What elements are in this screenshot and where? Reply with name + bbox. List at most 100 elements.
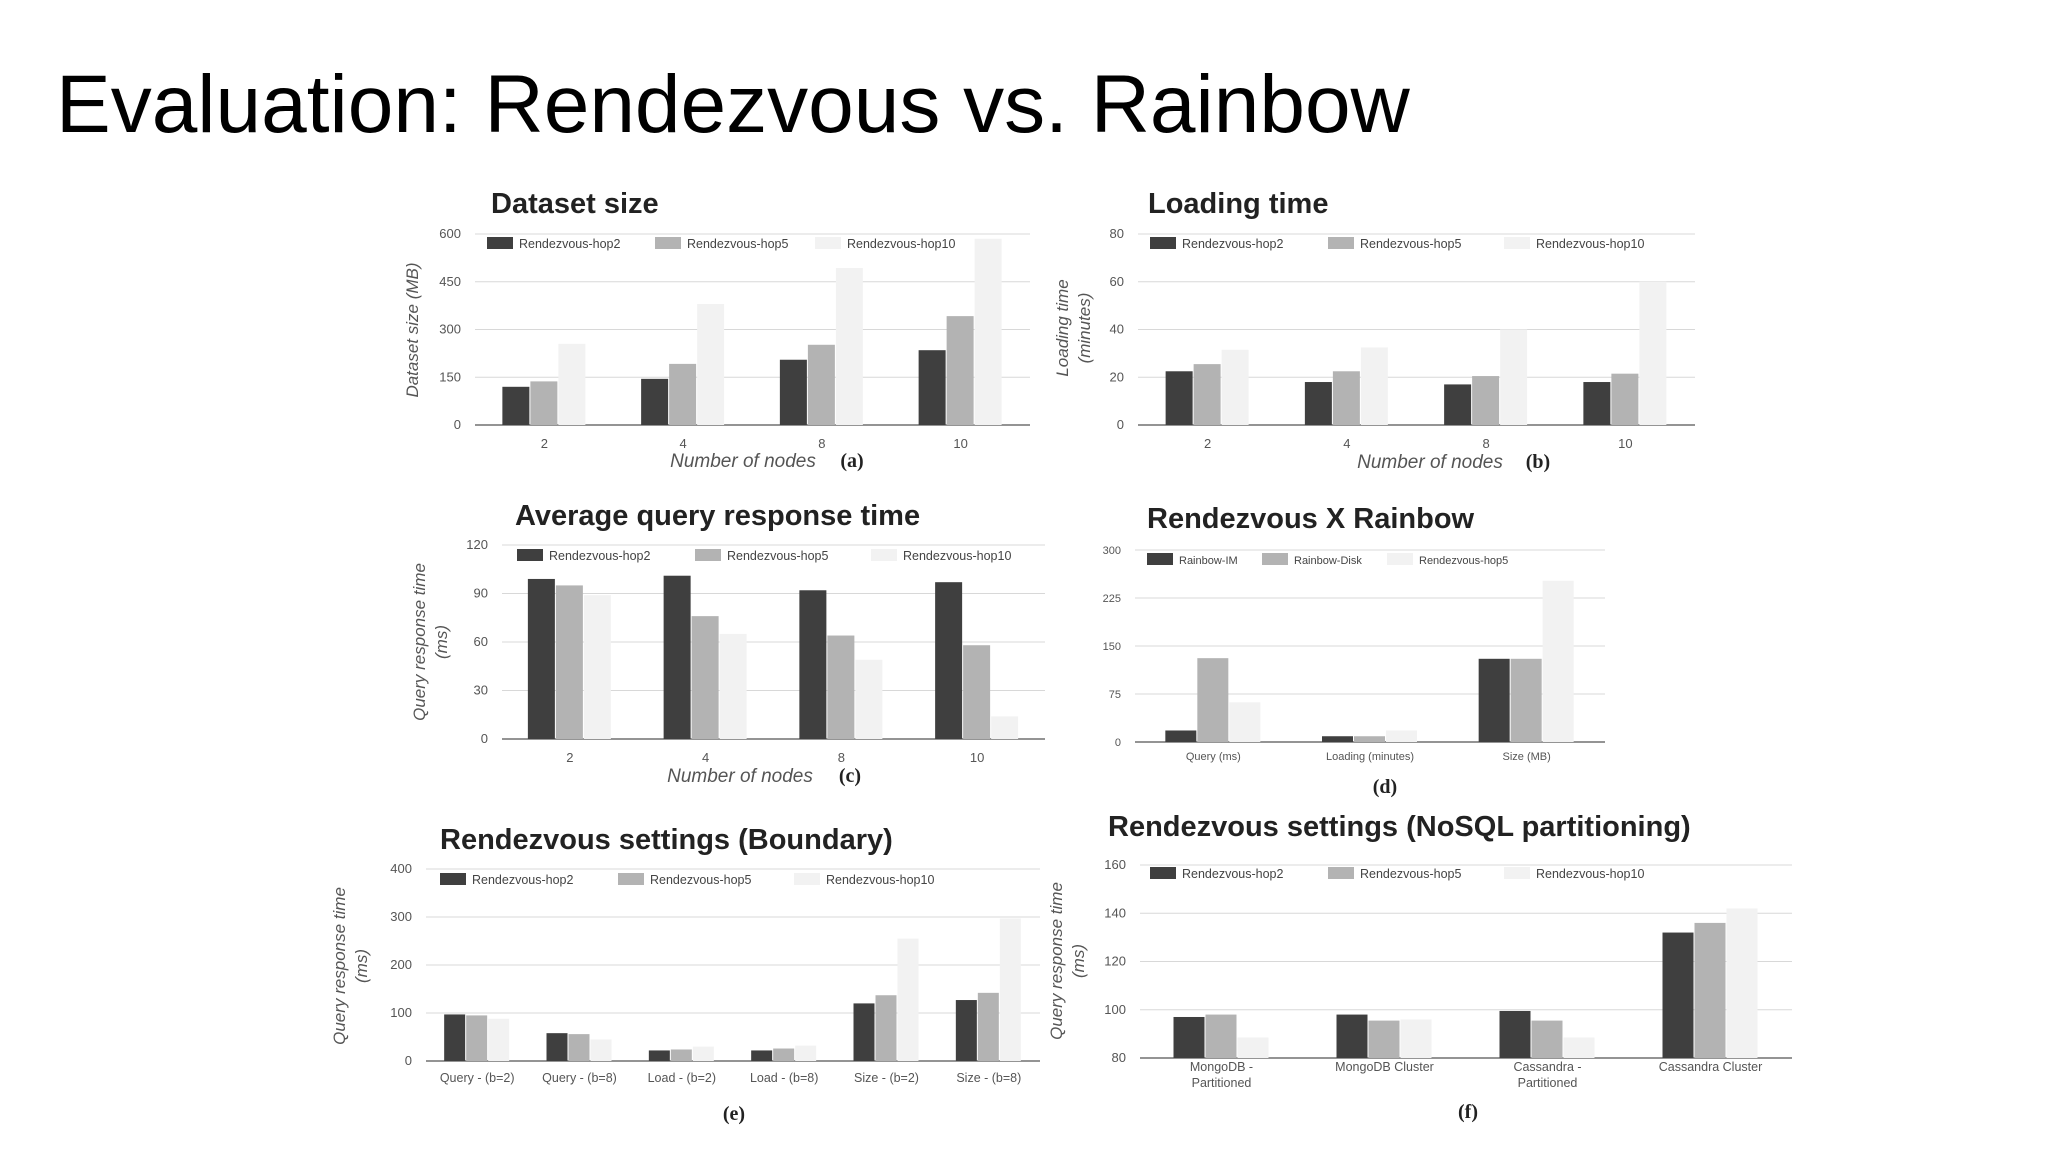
chart-d-bar-rendezvous-hop5-size-mb <box>1542 580 1574 742</box>
chart-e-bar-rendezvous-hop2-load-b-2 <box>648 1050 670 1061</box>
chart-b-ytick-label: 0 <box>1117 417 1124 432</box>
chart-c-category-label: 10 <box>970 750 984 765</box>
chart-e-bar-rendezvous-hop10-query-b-8 <box>590 1039 612 1061</box>
chart-c-sublabel: (c) <box>839 765 861 787</box>
chart-a-legend-rendezvous-hop2: Rendezvous-hop2 <box>519 237 621 251</box>
chart-d-bar-rainbow-disk-query-ms <box>1197 658 1229 742</box>
chart-f-ytick-label: 100 <box>1104 1002 1126 1017</box>
chart-c-xlabel: Number of nodes <box>667 766 813 787</box>
chart-b-category-label: 8 <box>1483 436 1490 451</box>
chart-b-ytick-label: 60 <box>1110 274 1124 289</box>
chart-e-category-label: Query - (b=8) <box>542 1071 617 1085</box>
chart-e-legend-rendezvous-hop10: Rendezvous-hop10 <box>826 873 934 887</box>
chart-f-bar-rendezvous-hop5-cassandra-partitioned <box>1531 1020 1563 1058</box>
chart-c-bar-rendezvous-hop5-8 <box>827 635 855 739</box>
chart-a-ytick-label: 150 <box>439 369 461 384</box>
chart-c-bar-rendezvous-hop10-8 <box>855 659 883 739</box>
chart-a-bar-rendezvous-hop5-4 <box>669 363 697 425</box>
chart-f-ylabel: Query response time (ms) <box>1047 882 1088 1040</box>
chart-e-legend-rendezvous-hop2: Rendezvous-hop2 <box>472 873 574 887</box>
chart-f-ytick-label: 140 <box>1104 905 1126 920</box>
chart-b-legend-swatch-rendezvous-hop5 <box>1328 237 1354 249</box>
chart-d-bar-rainbow-disk-loading-minutes <box>1354 736 1385 742</box>
chart-c-bar-rendezvous-hop10-4 <box>719 633 747 739</box>
chart-e-ytick-label: 400 <box>390 861 412 876</box>
chart-b-bar-rendezvous-hop5-2 <box>1193 364 1221 425</box>
chart-e-category-label: Load - (b=2) <box>648 1071 716 1085</box>
chart-c-ylabel: Query response time (ms) <box>410 563 451 721</box>
chart-a-category-label: 4 <box>680 436 687 451</box>
chart-d-category-label: Query (ms) <box>1186 751 1241 763</box>
chart-d-ytick-label: 225 <box>1103 593 1121 605</box>
chart-f-ytick-label: 120 <box>1104 954 1126 969</box>
chart-e-legend-swatch-rendezvous-hop5 <box>618 873 644 885</box>
chart-f-ytick-label: 80 <box>1112 1050 1126 1065</box>
chart-b-ytick-label: 20 <box>1110 369 1124 384</box>
chart-a-category-label: 2 <box>541 436 548 451</box>
chart-c-bar-rendezvous-hop2-10 <box>935 582 963 739</box>
chart-f-bar-rendezvous-hop5-mongodb-cluster <box>1368 1020 1400 1058</box>
chart-c-bar-rendezvous-hop2-4 <box>663 575 691 739</box>
chart-d-legend-swatch-rendezvous-hop5 <box>1387 553 1413 565</box>
chart-e-bar-rendezvous-hop10-size-b-8 <box>999 918 1021 1061</box>
chart-f-bar-rendezvous-hop5-mongodb-partitioned <box>1205 1014 1237 1058</box>
chart-c-legend-swatch-rendezvous-hop2 <box>517 549 543 561</box>
chart-a-bar-rendezvous-hop10-2 <box>558 343 586 425</box>
chart-e-bar-rendezvous-hop2-query-b-2 <box>444 1014 466 1061</box>
chart-e-legend-rendezvous-hop5: Rendezvous-hop5 <box>650 873 752 887</box>
chart-c-bar-rendezvous-hop5-10 <box>963 645 991 739</box>
chart-c-legend-rendezvous-hop5: Rendezvous-hop5 <box>727 549 829 563</box>
chart-e-bar-rendezvous-hop10-load-b-2 <box>692 1046 714 1061</box>
chart-d-legend-rendezvous-hop5: Rendezvous-hop5 <box>1419 555 1508 567</box>
chart-e-bar-rendezvous-hop5-query-b-8 <box>568 1034 590 1061</box>
chart-e-bar-rendezvous-hop10-query-b-2 <box>488 1018 510 1061</box>
chart-b-bar-rendezvous-hop5-10 <box>1611 373 1639 425</box>
chart-d-bar-rainbow-im-size-mb <box>1478 658 1510 742</box>
chart-f-legend-swatch-rendezvous-hop2 <box>1150 867 1176 879</box>
chart-d-legend-swatch-rainbow-disk <box>1262 553 1288 565</box>
chart-a-bar-rendezvous-hop5-8 <box>807 344 835 425</box>
chart-e-category-label: Size - (b=2) <box>854 1071 919 1085</box>
chart-b-category-label: 10 <box>1618 436 1632 451</box>
chart-b-bar-rendezvous-hop10-8 <box>1500 329 1528 425</box>
chart-c-bar-rendezvous-hop10-10 <box>991 716 1019 739</box>
chart-f-bar-rendezvous-hop10-cassandra-cluster <box>1726 908 1758 1058</box>
chart-c-title: Average query response time <box>515 500 920 532</box>
chart-a-ytick-label: 450 <box>439 274 461 289</box>
chart-b-xlabel: Number of nodes <box>1357 452 1503 473</box>
chart-b-legend-swatch-rendezvous-hop10 <box>1504 237 1530 249</box>
chart-c-bar-rendezvous-hop2-8 <box>799 590 827 739</box>
chart-e-bar-rendezvous-hop5-load-b-8 <box>773 1048 795 1061</box>
chart-b-bar-rendezvous-hop10-4 <box>1360 347 1388 425</box>
slide-title: Evaluation: Rendezvous vs. Rainbow <box>56 59 1410 150</box>
chart-b-bar-rendezvous-hop2-4 <box>1304 382 1332 425</box>
chart-b-ylabel: Loading time (minutes) <box>1053 279 1094 376</box>
chart-rendezvous-settings-boundary: Rendezvous settings (Boundary) 0 100 200 300… <box>330 824 1040 1125</box>
chart-d-category-label: Size (MB) <box>1503 751 1551 763</box>
chart-b-bar-rendezvous-hop10-10 <box>1639 281 1667 425</box>
chart-f-legend-swatch-rendezvous-hop10 <box>1504 867 1530 879</box>
chart-f-bar-rendezvous-hop2-cassandra-cluster <box>1662 932 1694 1058</box>
chart-a-bar-rendezvous-hop10-4 <box>697 304 725 425</box>
chart-a-legend-swatch-rendezvous-hop5 <box>655 237 681 249</box>
chart-b-bar-rendezvous-hop2-8 <box>1444 384 1472 425</box>
chart-a-ylabel: Dataset size (MB) <box>403 262 422 397</box>
chart-f-category-label: MongoDB -Partitioned <box>1190 1060 1253 1090</box>
chart-b-bar-rendezvous-hop10-2 <box>1221 349 1249 425</box>
chart-rendezvous-settings-nosql: Rendezvous settings (NoSQL partitioning)… <box>1047 811 1792 1123</box>
chart-c-category-label: 8 <box>838 750 845 765</box>
chart-a-bar-rendezvous-hop10-8 <box>835 268 863 425</box>
chart-b-sublabel: (b) <box>1526 451 1550 473</box>
chart-e-category-label: Query - (b=2) <box>440 1071 515 1085</box>
chart-a-sublabel: (a) <box>840 450 863 472</box>
chart-b-category-label: 4 <box>1343 436 1350 451</box>
chart-a-bar-rendezvous-hop2-4 <box>641 378 669 425</box>
chart-c-ytick-label: 120 <box>466 537 488 552</box>
chart-f-bar-rendezvous-hop2-cassandra-partitioned <box>1499 1010 1531 1058</box>
chart-f-legend-rendezvous-hop10: Rendezvous-hop10 <box>1536 867 1644 881</box>
chart-f-ytick-label: 160 <box>1104 857 1126 872</box>
chart-a-bar-rendezvous-hop2-8 <box>779 359 807 425</box>
chart-b-legend-rendezvous-hop10: Rendezvous-hop10 <box>1536 237 1644 251</box>
chart-b-category-label: 2 <box>1204 436 1211 451</box>
chart-e-bar-rendezvous-hop2-load-b-8 <box>751 1050 773 1061</box>
